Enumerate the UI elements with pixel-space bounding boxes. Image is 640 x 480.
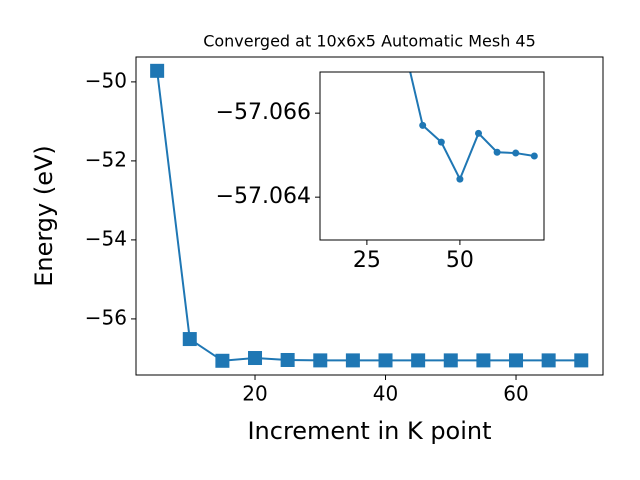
data-point: [541, 353, 556, 368]
x-axis-label: Increment in K point: [247, 417, 491, 445]
x-tick-label: 40: [373, 382, 398, 406]
data-point: [437, 138, 445, 146]
data-point: [443, 353, 458, 368]
plot-clip: [409, 72, 538, 183]
y-tick-label: −57.064: [216, 184, 311, 209]
data-point: [248, 351, 263, 366]
data-point: [345, 353, 360, 368]
data-point: [150, 63, 165, 78]
x-tick-label: 25: [353, 248, 381, 273]
data-point: [509, 353, 524, 368]
data-point: [475, 129, 483, 137]
chart-title: Converged at 10x6x5 Automatic Mesh 45: [203, 32, 536, 51]
y-axis-label: Energy (eV): [30, 145, 58, 287]
data-point: [280, 352, 295, 367]
data-point: [411, 353, 426, 368]
plot-area: [320, 72, 544, 240]
y-tick-label: −54: [85, 226, 127, 250]
data-point: [313, 353, 328, 368]
data-point: [456, 175, 464, 183]
x-tick-label: 50: [446, 248, 474, 273]
data-point: [419, 121, 427, 129]
data-point: [182, 332, 197, 347]
x-tick-label: 60: [503, 382, 528, 406]
plot-clip: [150, 63, 589, 368]
data-point: [512, 149, 520, 157]
data-point: [493, 148, 501, 156]
data-point: [215, 353, 230, 368]
axes-frame: [319, 71, 545, 241]
axes-frame: [135, 56, 604, 376]
y-tick-label: −52: [85, 147, 127, 171]
data-point: [574, 353, 589, 368]
data-point: [378, 353, 393, 368]
data-point: [530, 152, 538, 160]
y-tick-label: −57.066: [216, 100, 311, 125]
y-tick-label: −56: [85, 305, 127, 329]
data-point: [476, 353, 491, 368]
y-tick-label: −50: [85, 68, 127, 92]
x-tick-label: 20: [242, 382, 267, 406]
